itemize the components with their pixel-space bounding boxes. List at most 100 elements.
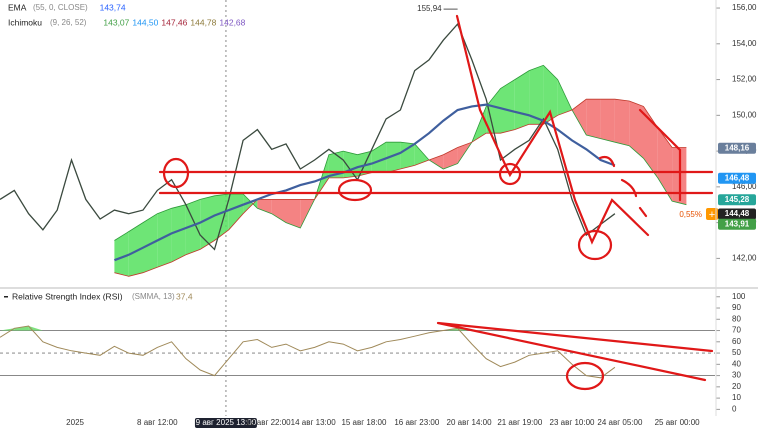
cloud-segment <box>228 194 244 230</box>
drawn-circle <box>337 178 373 202</box>
drawn-circle <box>565 361 605 391</box>
y-tick-label: 80 <box>732 314 741 323</box>
cloud-segment <box>128 222 143 277</box>
x-tick-label: 20 авг 14:00 <box>447 418 493 427</box>
drawn-circle <box>498 162 522 186</box>
y-tick-label: 40 <box>732 359 741 368</box>
cloud-segment <box>114 231 129 277</box>
cloud-segment <box>214 194 229 241</box>
drawn-arrow <box>598 155 648 218</box>
rsi-params: (SMMA, 13) <box>132 292 175 301</box>
cloud-segment <box>371 142 387 173</box>
y-tick-label: 10 <box>732 393 741 402</box>
y-tick-label: 60 <box>732 337 741 346</box>
price-label: 143,91 <box>725 219 750 228</box>
cloud-segment <box>429 154 444 169</box>
ema-line <box>114 103 616 262</box>
x-tick-label: 14 авг 13:00 <box>291 418 337 427</box>
price-line <box>0 22 616 251</box>
x-tick-label: 16 авг 23:00 <box>394 418 440 427</box>
x-tick-label: 12 авг 22:00 <box>246 418 292 427</box>
cloud-segment <box>414 143 429 166</box>
x-tick-label: 2025 <box>66 418 84 427</box>
cloud-segment <box>557 79 572 116</box>
y-tick-label: 152,00 <box>732 75 757 84</box>
legend-value: 142,68 <box>219 17 245 27</box>
drawn-line <box>436 321 714 382</box>
price-label-bg <box>718 194 756 206</box>
change-label: 0,55% <box>679 210 702 219</box>
x-tick-label: 24 авг 05:00 <box>597 418 643 427</box>
y-tick-label: 100 <box>732 292 746 301</box>
x-tick-label: 25 авг 00:00 <box>655 418 701 427</box>
cloud-segment <box>529 65 544 125</box>
x-tick-label: 23 авг 10:00 <box>550 418 596 427</box>
y-tick-label: 146,00 <box>732 182 757 191</box>
cloud-span-a <box>114 64 687 241</box>
cloud-segment <box>514 70 530 130</box>
rsi-value: 37,4 <box>176 291 193 301</box>
x-tick-label: 15 авг 18:00 <box>341 418 387 427</box>
drawn-circle <box>162 157 190 189</box>
drawn-line <box>638 108 682 202</box>
add-button[interactable] <box>706 208 718 221</box>
x-tick-label: 8 авг 12:00 <box>137 418 178 427</box>
price-label: 148,16 <box>725 143 750 152</box>
cloud-segment <box>200 195 215 250</box>
cloud-segment <box>600 99 615 143</box>
cloud-segment <box>657 127 673 202</box>
legend-name: Ichimoku <box>8 17 42 27</box>
drawn-line <box>455 14 650 245</box>
y-tick-label: 154,00 <box>732 39 757 48</box>
rsi-overbought-fill <box>14 326 29 331</box>
legend-value: 147,46 <box>161 17 187 27</box>
rsi-line <box>0 325 616 379</box>
y-tick-label: 70 <box>732 326 741 335</box>
legend-value: 143,74 <box>100 2 126 12</box>
cursor-label-bg <box>194 418 257 428</box>
x-tick-label: 21 авг 19:00 <box>497 418 543 427</box>
y-tick-label: 50 <box>732 348 741 357</box>
legend-value: 144,50 <box>132 17 158 27</box>
cloud-segment <box>543 65 558 125</box>
y-tick-label: 142,00 <box>732 253 757 262</box>
cloud-segment <box>257 199 272 214</box>
price-label-bg <box>718 142 756 154</box>
cloud-segment <box>386 142 401 173</box>
y-tick-label: 20 <box>732 382 741 391</box>
cloud-segment <box>629 101 644 159</box>
legend-name: EMA <box>8 2 27 12</box>
annotations <box>158 14 714 391</box>
y-tick-label: 30 <box>732 371 741 380</box>
high-label: 155,94 <box>417 4 442 13</box>
cloud-segment <box>586 99 601 139</box>
legend-params: (55, 0, CLOSE) <box>33 3 88 12</box>
cloud-segment <box>500 79 515 134</box>
x-tick-label: 9 авг 2025 13:00 <box>196 418 257 427</box>
price-label: 145,28 <box>725 195 750 204</box>
cloud-segment <box>614 99 630 146</box>
cloud-segment <box>171 204 186 262</box>
price-label: 146,48 <box>725 173 750 182</box>
cloud-segment <box>343 151 358 178</box>
cloud-segment <box>400 142 415 169</box>
cloud-segment <box>572 99 587 136</box>
y-tick-label: 90 <box>732 303 741 312</box>
y-tick-label: 156,00 <box>732 3 757 12</box>
legend-value: 143,07 <box>103 17 129 27</box>
price-label-bg <box>718 208 756 220</box>
y-tick-label: 150,00 <box>732 110 757 119</box>
cloud-segment <box>271 199 286 223</box>
y-tick-label: 0 <box>732 404 737 413</box>
cloud-span-b <box>114 98 687 277</box>
price-label-bg <box>718 218 756 230</box>
cloud-segment <box>243 194 258 214</box>
add-button-icon: + <box>709 209 715 221</box>
legend-value: 144,78 <box>190 17 216 27</box>
legend-params: (9, 26, 52) <box>50 18 87 27</box>
cloud-segment <box>286 199 301 228</box>
rsi-legend-swatch <box>4 296 8 298</box>
